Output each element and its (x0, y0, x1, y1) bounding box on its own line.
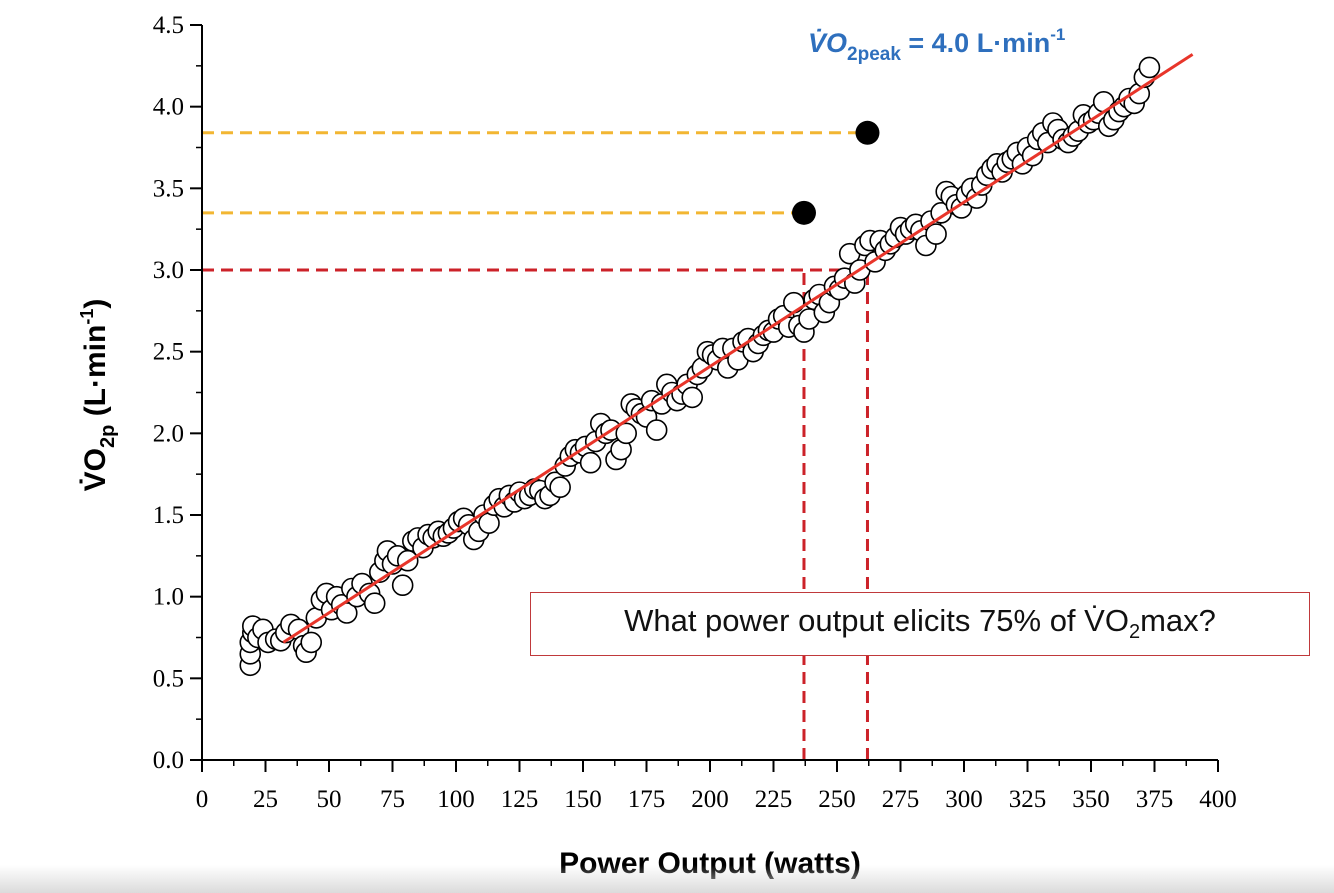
x-tick-label: 400 (1199, 786, 1237, 813)
x-tick-label: 50 (317, 786, 342, 813)
reference-lines (202, 131, 869, 760)
x-tick-label: 200 (691, 786, 729, 813)
question-text: What power output elicits 75% of V̇O2max… (624, 603, 1216, 644)
x-tick-label: 225 (755, 786, 793, 813)
x-tick-label: 375 (1136, 786, 1174, 813)
x-tick-label: 300 (945, 786, 983, 813)
y-tick-label: 0.5 (153, 665, 184, 692)
regression-line (282, 53, 1194, 644)
axes: 0 25 50 75 100 125 150 175 200 225 250 275 300 325 350… (153, 12, 1237, 813)
y-tick-label: 1.5 (153, 502, 184, 529)
x-tick-label: 275 (882, 786, 920, 813)
y-tick-label: 2.0 (153, 420, 184, 447)
y-tick-label: 0.0 (153, 747, 184, 774)
x-tick-label: 25 (253, 786, 278, 813)
data-point (615, 422, 637, 445)
y-tick-label: 3.0 (153, 257, 184, 284)
data-point (1138, 56, 1161, 79)
bottom-shadow (0, 865, 1334, 893)
highlight-points (791, 120, 880, 225)
x-tick-label: 175 (628, 786, 666, 813)
highlight-point (855, 120, 880, 145)
y-tick-label: 3.5 (153, 175, 184, 202)
data-point (300, 631, 323, 654)
y-tick-label: 4.0 (153, 94, 184, 121)
question-box: What power output elicits 75% of V̇O2max… (530, 592, 1310, 656)
data-point (783, 291, 805, 314)
y-tick-label: 1.0 (153, 584, 184, 611)
x-tick-label: 325 (1009, 786, 1047, 813)
x-tick-label: 350 (1072, 786, 1110, 813)
data-point (579, 451, 602, 474)
y-axis-title: V̇O2p (L·min-1) (77, 299, 119, 492)
x-tick-label: 250 (818, 786, 856, 813)
y-tick-label: 2.5 (153, 339, 184, 366)
y-ticks: 0.0 0.5 1.0 1.5 2.0 2.5 3.0 3.5 4.0 4.5 (153, 12, 202, 774)
data-point (478, 512, 500, 534)
data-point (391, 574, 414, 597)
data-point (925, 223, 947, 245)
data-point (645, 419, 668, 441)
data-point (363, 592, 386, 615)
x-tick-label: 150 (564, 786, 602, 813)
regression-line-group (282, 53, 1194, 644)
data-point (681, 386, 704, 409)
y-tick-label: 4.5 (153, 12, 184, 39)
highlight-point (791, 200, 816, 225)
x-tick-label: 125 (501, 786, 539, 813)
data-points (239, 56, 1161, 677)
x-ticks: 0 25 50 75 100 125 150 175 200 225 250 275 300 325 350… (196, 760, 1237, 813)
x-tick-label: 75 (380, 786, 405, 813)
x-tick-label: 100 (437, 786, 475, 813)
peak-annotation: V̇O2peak = 4.0 L·min-1 (808, 25, 1065, 65)
data-point (549, 476, 571, 499)
x-tick-label: 0 (196, 786, 209, 813)
